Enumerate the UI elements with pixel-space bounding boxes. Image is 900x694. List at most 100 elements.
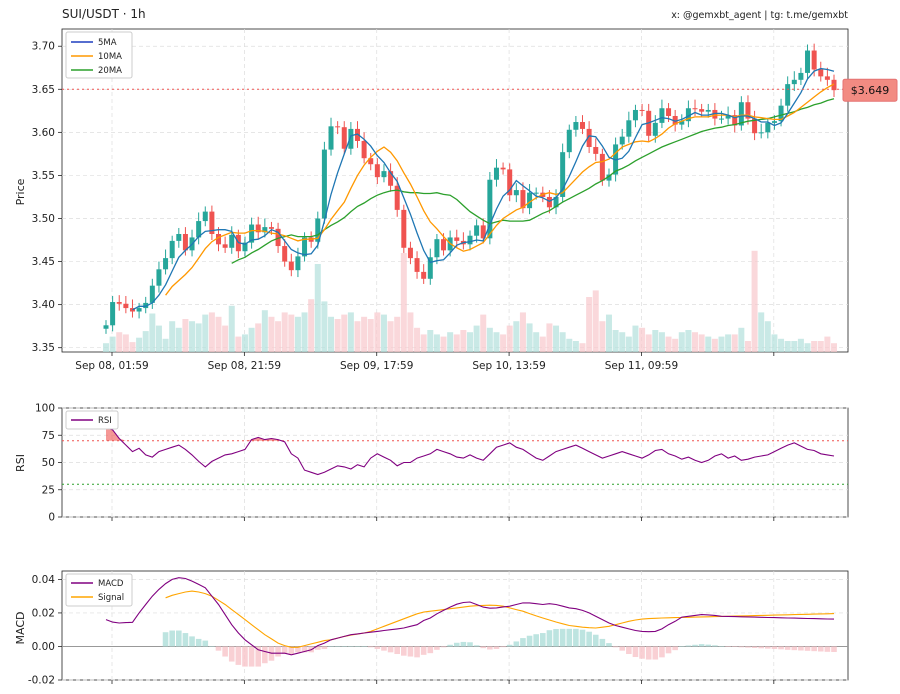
volume-bar — [811, 341, 818, 352]
candle-body — [566, 129, 572, 153]
volume-bar — [347, 312, 354, 352]
rsi-tick-label-y: 0 — [48, 512, 55, 524]
volume-bar — [824, 336, 831, 352]
volume-bar — [420, 334, 427, 352]
candle-body — [255, 224, 261, 233]
candle-body — [500, 167, 506, 170]
volume-bar — [692, 332, 699, 352]
volume-bar — [619, 332, 626, 352]
candle-body — [632, 109, 638, 121]
macd-histogram-bar — [698, 644, 705, 647]
macd-histogram-bar — [765, 646, 771, 649]
macd-histogram-bar — [566, 628, 573, 647]
candle-body — [811, 50, 817, 70]
macd-histogram-bar — [202, 640, 209, 647]
candle-body — [771, 121, 777, 123]
volume-bar — [215, 316, 222, 352]
volume-bar — [380, 314, 387, 352]
rsi-line — [105, 427, 835, 476]
candle-body — [798, 72, 804, 80]
candle-body — [321, 149, 327, 219]
volume-bar — [705, 336, 712, 352]
rsi-overbought-fill — [245, 437, 285, 441]
volume-bar — [169, 321, 176, 352]
volume-bar — [275, 321, 282, 352]
volume-bar — [804, 343, 811, 352]
macd-histogram-bar — [639, 646, 645, 659]
volume-bar — [566, 338, 573, 352]
macd-histogram-bar — [440, 646, 447, 648]
last-price-label: $3.649 — [851, 84, 890, 97]
volume-bar — [255, 323, 262, 352]
candle-body — [672, 115, 678, 125]
volume-bar — [718, 336, 725, 352]
volume-bar — [486, 327, 493, 352]
price-tick-label-y: 3.50 — [32, 213, 55, 225]
rsi-axis-label: RSI — [14, 454, 27, 472]
candle-body — [679, 121, 685, 125]
macd-histogram-bar — [434, 646, 440, 650]
candle-body — [249, 224, 255, 243]
volume-bar — [367, 319, 374, 352]
macd-histogram-bar — [745, 646, 751, 648]
candle-body — [182, 233, 188, 251]
volume-bar — [612, 330, 619, 352]
volume-bar — [553, 325, 560, 352]
candle-body — [718, 118, 724, 120]
macd-histogram-bar — [215, 646, 222, 651]
candle-body — [580, 122, 586, 129]
candle-body — [752, 118, 758, 134]
price-axis-label: Price — [14, 178, 27, 205]
volume-bar — [228, 305, 235, 352]
volume-bar — [725, 334, 732, 352]
macd-histogram-bar — [414, 646, 420, 658]
macd-histogram-bar — [262, 646, 268, 664]
macd-histogram-bar — [725, 646, 731, 647]
candle-body — [149, 285, 155, 303]
volume-bar — [341, 314, 348, 352]
volume-bar — [235, 336, 242, 352]
volume-bar — [698, 334, 705, 352]
macd-histogram-bar — [645, 646, 652, 660]
candle-body — [699, 109, 705, 112]
price-panel: 3.35 3.40 3.45 3.50 3.55 3.60 3.65 3.70 Sep 08, … — [32, 28, 849, 372]
volume-bar — [506, 325, 513, 352]
rsi-overbought-fill — [106, 427, 126, 441]
candle-body — [527, 192, 533, 209]
volume-bar — [129, 342, 136, 352]
macd-histogram-bar — [288, 646, 295, 655]
price-tick-label-y: 3.65 — [32, 84, 55, 96]
rsi-tick-label-y: 100 — [35, 403, 55, 415]
macd-axis-label: MACD — [14, 612, 27, 645]
volume-bar — [427, 330, 434, 352]
ma5-line — [132, 67, 835, 311]
volume-bar — [453, 334, 460, 352]
macd-histogram-bar — [334, 646, 341, 647]
volume-bar — [480, 314, 487, 352]
candle-body — [136, 308, 142, 312]
volume-bar — [791, 341, 798, 352]
candle-body — [593, 147, 599, 154]
macd-legend: MACD Signal — [65, 573, 133, 607]
candle-body — [493, 167, 499, 180]
macd-histogram-bar — [453, 642, 460, 647]
macd-histogram-bar — [209, 646, 215, 647]
legend-label-signal: Signal — [98, 593, 124, 603]
price-tick-label-y: 3.45 — [32, 256, 55, 268]
price-tick-label-x: Sep 08, 01:59 — [75, 360, 148, 372]
candle-body — [196, 221, 202, 238]
candle-body — [216, 233, 222, 245]
candle-body — [805, 50, 811, 73]
macd-histogram-bar — [387, 646, 394, 653]
candle-body — [414, 258, 420, 272]
candle-body — [705, 109, 711, 112]
macd-histogram-bar — [619, 646, 626, 651]
legend-label-5ma: 5MA — [98, 38, 117, 48]
candle-body — [652, 122, 658, 136]
macd-histogram-bar — [401, 646, 407, 656]
volume-bar — [433, 334, 440, 352]
volume-bar — [519, 312, 526, 352]
macd-histogram-bar — [599, 638, 606, 647]
candle-body — [745, 102, 751, 119]
candle-body — [116, 302, 122, 304]
